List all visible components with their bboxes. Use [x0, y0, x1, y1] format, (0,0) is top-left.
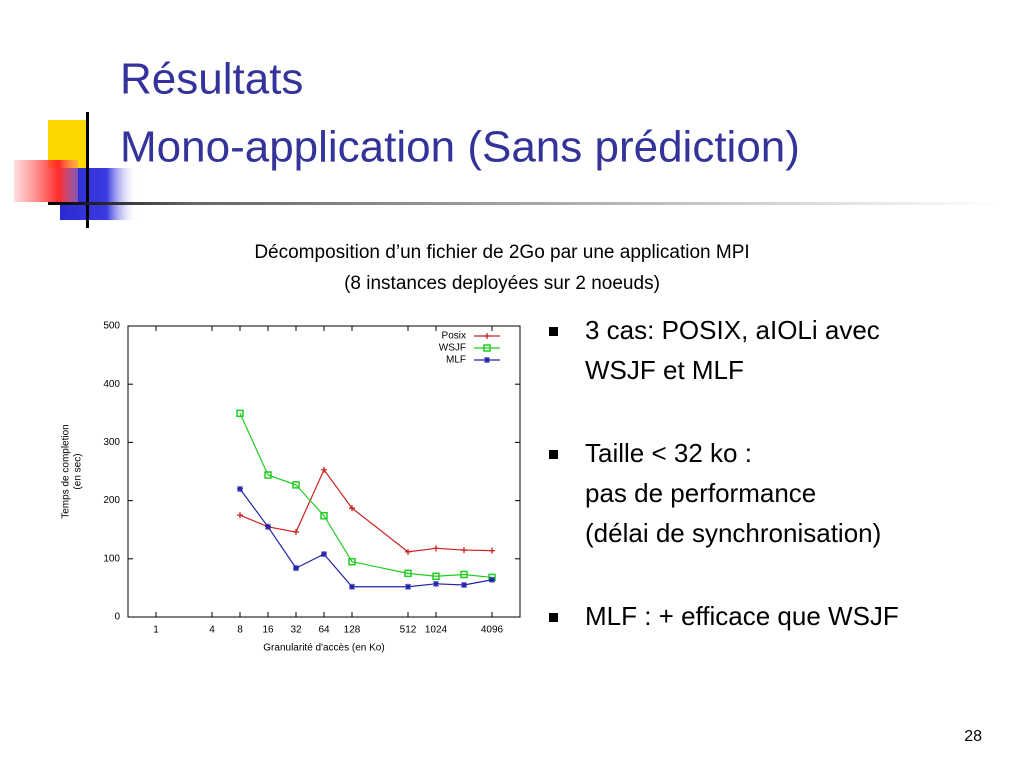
x-tick-label: 1024 [425, 625, 448, 636]
series-line [239, 488, 493, 588]
caption-line: Décomposition d’un fichier de 2Go par un… [254, 242, 749, 263]
point [432, 572, 440, 581]
point [460, 570, 468, 579]
point [484, 333, 490, 339]
y-axis-label: Temps de completion [61, 424, 72, 519]
x-tick-label: 16 [262, 625, 274, 636]
x-tick-label: 4 [209, 625, 215, 636]
point [348, 557, 356, 566]
point [433, 545, 439, 552]
y-tick-label: 500 [103, 321, 120, 332]
point [484, 357, 490, 363]
point [349, 505, 355, 512]
title-line: Mono-application (Sans prédiction) [120, 123, 800, 172]
point [321, 466, 327, 473]
point [293, 565, 299, 572]
legend-label: MLF [446, 355, 466, 366]
point [292, 481, 300, 489]
bullet-list: 3 cas: POSIX, aIOLi avec WSJF et MLF Taill… [549, 315, 899, 631]
point [349, 583, 355, 590]
legend-label: WSJF [439, 343, 466, 354]
bullet-marker [549, 450, 558, 459]
logo-red [14, 160, 78, 202]
point [320, 511, 328, 520]
x-tick-label: 4096 [481, 625, 504, 636]
point [293, 529, 299, 536]
y-tick-label: 0 [114, 612, 120, 623]
point [265, 523, 271, 530]
point [483, 344, 491, 352]
bullet-text: pas de performance [585, 478, 816, 508]
point [461, 547, 467, 554]
bullet-marker [549, 327, 558, 336]
y-tick-label: 400 [103, 379, 120, 390]
point [236, 409, 244, 418]
x-tick-label: 32 [290, 625, 302, 636]
bullet-text: WSJF et MLF [585, 355, 744, 385]
bullet-text: MLF : + efficace que WSJF [585, 601, 899, 631]
legend-label: Posix [442, 331, 466, 342]
y-tick-label: 100 [103, 553, 120, 564]
point [321, 551, 327, 558]
logo [14, 112, 1000, 228]
point [404, 569, 412, 578]
title-rule [48, 202, 1000, 205]
chart: 0 100 200 300 400 500 1 4 8 16 32 64 128 512 1024 4096 G… [61, 321, 521, 654]
point [405, 583, 411, 590]
bullet-text: (délai de synchronisation) [585, 518, 881, 548]
caption-line: (8 instances deployées sur 2 noeuds) [344, 273, 660, 294]
x-tick-label: 1 [153, 625, 159, 636]
title-line: Résultats [120, 55, 303, 104]
bullet-text: 3 cas: POSIX, aIOLi avec [585, 315, 880, 345]
x-tick-label: 8 [237, 625, 243, 636]
series-line [239, 413, 493, 579]
bullet-marker [549, 613, 558, 622]
point [237, 512, 243, 519]
x-tick-label: 64 [318, 625, 330, 636]
series-line [239, 468, 493, 553]
x-tick-label: 512 [400, 625, 417, 636]
point [489, 547, 495, 554]
x-tick-label: 128 [344, 625, 361, 636]
bullet-text: Taille < 32 ko : [585, 438, 752, 468]
y-axis-unit: (en sec) [73, 453, 84, 489]
logo-vline [86, 112, 89, 228]
y-tick-label: 300 [103, 437, 120, 448]
point [461, 581, 467, 588]
point [237, 485, 243, 492]
point [489, 576, 495, 583]
point [405, 548, 411, 555]
point [264, 471, 272, 479]
x-axis-label: Granularité d'accès (en Ko) [263, 643, 384, 654]
page-number: 28 [964, 728, 982, 745]
y-tick-label: 200 [103, 495, 120, 506]
point [433, 580, 439, 587]
